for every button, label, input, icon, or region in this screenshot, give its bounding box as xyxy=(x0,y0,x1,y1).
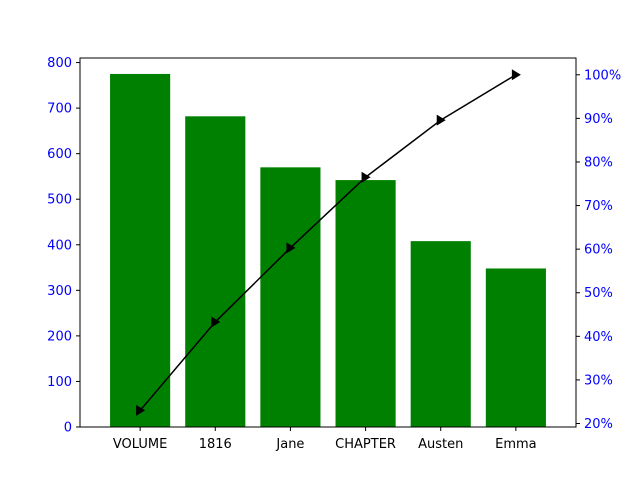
y-left-tick-label: 0 xyxy=(64,421,72,436)
y-right-tick-label: 90% xyxy=(584,112,613,127)
line-marker-jane xyxy=(286,242,296,254)
y-right-tick-label: 40% xyxy=(584,330,613,345)
line-marker-austen xyxy=(436,114,446,126)
bar-jane xyxy=(260,167,321,428)
line-marker-volume xyxy=(136,404,146,416)
x-tick-label: 1816 xyxy=(199,437,232,452)
x-tick-label: VOLUME xyxy=(113,437,167,452)
bar-austen xyxy=(410,241,471,427)
bar-series xyxy=(110,73,546,428)
y-right-tick-label: 70% xyxy=(584,199,613,214)
y-left-tick-label: 400 xyxy=(47,238,72,253)
line-marker-emma xyxy=(511,69,521,81)
plot-frame xyxy=(79,57,577,428)
y-left-tick-label: 300 xyxy=(47,284,72,299)
y-right-tick-label: 60% xyxy=(584,243,613,258)
bar-1816 xyxy=(185,116,246,428)
bar-emma xyxy=(485,268,546,427)
bar-chapter xyxy=(335,180,396,427)
line-marker-1816 xyxy=(211,316,221,328)
cumulative-line-series xyxy=(136,69,521,416)
y-left-tick-label: 700 xyxy=(47,102,72,117)
y-right-tick-label: 100% xyxy=(584,68,621,83)
y-right-tick-label: 50% xyxy=(584,286,613,301)
y-right-tick-label: 30% xyxy=(584,373,613,388)
y-left-tick-label: 600 xyxy=(47,147,72,162)
x-tick-label: Jane xyxy=(275,437,304,452)
y-axis-right: 20% 30% 40% 50% 60% 70% 80% 90% 100% xyxy=(576,68,621,432)
y-axis-left: 0 100 200 300 400 500 600 700 800 xyxy=(47,56,80,436)
x-tick-label: Emma xyxy=(495,437,537,452)
y-right-tick-label: 20% xyxy=(584,417,613,432)
x-axis: VOLUME 1816 Jane CHAPTER Austen Emma xyxy=(113,427,537,452)
y-left-tick-label: 100 xyxy=(47,375,72,390)
x-tick-label: Austen xyxy=(418,437,463,452)
y-left-tick-label: 500 xyxy=(47,193,72,208)
line-marker-chapter xyxy=(361,171,371,183)
x-tick-label: CHAPTER xyxy=(335,437,396,452)
y-left-tick-label: 800 xyxy=(47,56,72,71)
cumulative-line xyxy=(139,74,517,411)
y-right-tick-label: 80% xyxy=(584,155,613,170)
y-left-tick-label: 200 xyxy=(47,329,72,344)
bar-volume xyxy=(110,73,171,427)
